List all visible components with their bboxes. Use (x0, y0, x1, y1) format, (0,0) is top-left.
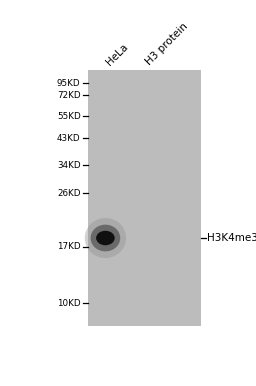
Ellipse shape (96, 231, 115, 245)
Text: 43KD: 43KD (57, 134, 81, 143)
Text: 17KD: 17KD (57, 242, 81, 251)
Bar (88, 70, 201, 326)
Text: 10KD: 10KD (57, 299, 81, 308)
Ellipse shape (85, 218, 126, 258)
Text: 34KD: 34KD (57, 161, 81, 170)
Text: 95KD: 95KD (57, 79, 81, 88)
Text: 26KD: 26KD (57, 189, 81, 198)
Text: 55KD: 55KD (57, 112, 81, 121)
Text: H3 protein: H3 protein (144, 21, 190, 67)
Text: H3K4me3: H3K4me3 (207, 233, 256, 243)
Text: HeLa: HeLa (104, 41, 130, 67)
Ellipse shape (91, 225, 120, 251)
Text: 72KD: 72KD (57, 91, 81, 100)
